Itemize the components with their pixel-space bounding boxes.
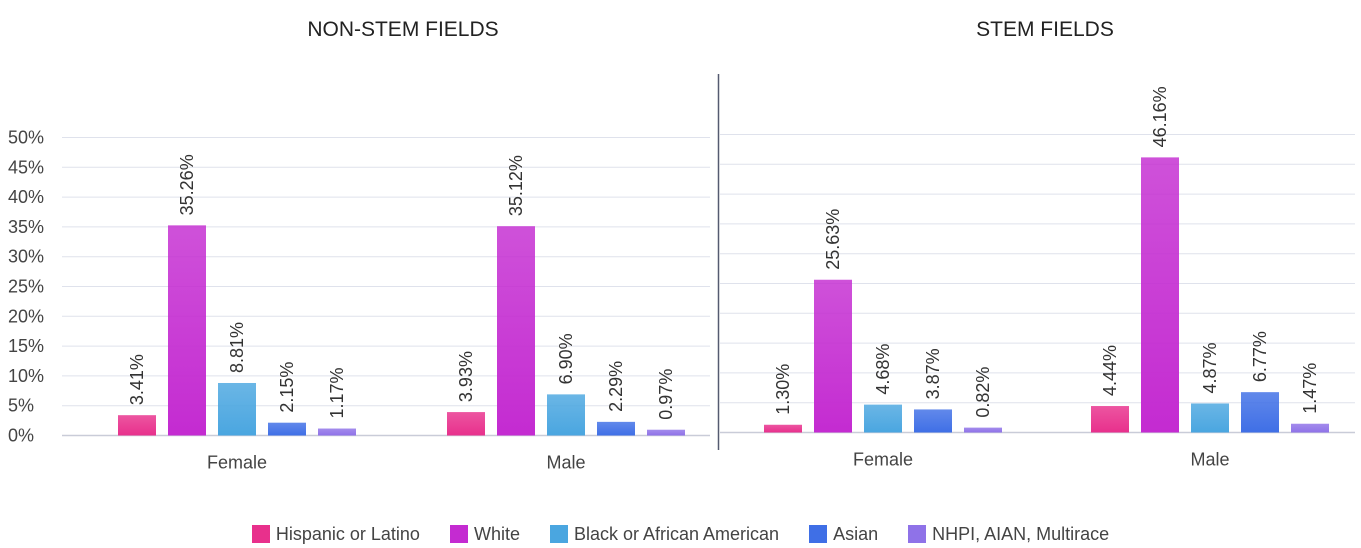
bar-value-label: 6.77% <box>1250 331 1270 382</box>
y-tick-label: 35% <box>8 217 44 237</box>
chart-panel-non-stem: NON-STEM FIELDS 0% 5% 10% 15% 20% 25% 30% 35% 40… <box>8 18 710 473</box>
chart-panel-stem: STEM FIELDS 1.30% 25.63% 4.68% 3.87% 0.82% Fe… <box>720 18 1355 470</box>
bar-value-label: 2.29% <box>606 361 626 412</box>
chart-title-non-stem: NON-STEM FIELDS <box>307 18 498 41</box>
legend-item-nhpi: NHPI, AIAN, Multirace <box>908 524 1109 545</box>
bar-hispanic-or-latino-male <box>1091 406 1129 433</box>
bar-value-label: 3.41% <box>127 354 147 405</box>
y-tick-label: 15% <box>8 336 44 356</box>
legend-swatch <box>809 525 828 543</box>
bar-value-label: 0.97% <box>656 369 676 420</box>
bar-value-label: 6.90% <box>556 333 576 384</box>
bar-value-label: 3.93% <box>456 351 476 402</box>
legend-label: White <box>473 523 520 544</box>
bar-value-label: 4.44% <box>1100 345 1120 396</box>
bar-hispanic-or-latino-male <box>447 412 485 436</box>
bar-black-or-african-american-female <box>218 382 256 436</box>
bar-asian-male <box>597 421 635 436</box>
legend-label: NHPI, AIAN, Multirace <box>932 523 1110 544</box>
legend-swatch <box>908 525 927 543</box>
bar-white-male <box>497 226 535 436</box>
bar-value-label: 1.30% <box>773 364 793 415</box>
bar-black-or-african-american-female <box>864 404 902 433</box>
bar-value-label: 35.26% <box>177 154 197 215</box>
legend-swatch <box>251 525 270 543</box>
y-tick-label: 20% <box>8 306 44 326</box>
bar-value-label: 2.15% <box>277 362 297 413</box>
legend-swatch <box>549 525 568 543</box>
y-tick-label: 30% <box>8 247 44 267</box>
bar-value-label: 4.87% <box>1200 342 1220 393</box>
bar-value-label: 1.17% <box>327 367 347 418</box>
bar-white-male <box>1141 157 1179 433</box>
bar-value-label: 0.82% <box>973 367 993 418</box>
bar-asian-male <box>1241 392 1279 433</box>
legend-swatch <box>449 525 468 543</box>
y-tick-label: 25% <box>8 277 44 297</box>
bar-nhpi-aian-multirace-female <box>964 427 1002 433</box>
bar-nhpi-aian-multirace-male <box>647 429 685 436</box>
legend-label: Hispanic or Latino <box>275 523 420 544</box>
bar-white-female <box>168 225 206 436</box>
chart-title-stem: STEM FIELDS <box>976 18 1114 41</box>
legend-item-asian: Asian <box>809 524 878 545</box>
bar-value-label: 35.12% <box>506 155 526 216</box>
legend-item-hispanic: Hispanic or Latino <box>251 523 420 545</box>
bar-asian-female <box>268 422 306 436</box>
y-tick-label: 0% <box>8 426 34 446</box>
chart-legend: Hispanic or Latino White Black or Africa… <box>0 520 1361 548</box>
bar-nhpi-aian-multirace-female <box>318 428 356 436</box>
category-label-male: Male <box>546 453 585 473</box>
bar-white-female <box>814 279 852 433</box>
bar-hispanic-or-latino-female <box>764 424 802 433</box>
bar-value-label: 3.87% <box>923 348 943 399</box>
y-tick-label: 45% <box>8 157 44 177</box>
bar-value-label: 4.68% <box>873 344 893 395</box>
legend-item-white: White <box>449 523 520 545</box>
bar-nhpi-aian-multirace-male <box>1291 423 1329 433</box>
legend-label: Black or African American <box>573 523 780 544</box>
legend-label: Asian <box>833 523 879 544</box>
y-tick-label: 50% <box>8 128 44 148</box>
y-tick-label: 5% <box>8 396 34 416</box>
bar-value-label: 1.47% <box>1300 363 1320 414</box>
bar-hispanic-or-latino-female <box>118 415 156 436</box>
category-label-male: Male <box>1190 450 1229 470</box>
legend-item-black: Black or African American <box>549 523 780 545</box>
bar-value-label: 25.63% <box>823 209 843 270</box>
bar-value-label: 46.16% <box>1150 86 1170 147</box>
category-label-female: Female <box>853 450 913 470</box>
bar-value-label: 8.81% <box>227 322 247 373</box>
y-tick-label: 40% <box>8 187 44 207</box>
category-label-female: Female <box>207 453 267 473</box>
bar-black-or-african-american-male <box>1191 403 1229 433</box>
y-tick-label: 10% <box>8 366 44 386</box>
bar-asian-female <box>914 409 952 433</box>
bar-black-or-african-american-male <box>547 394 585 436</box>
